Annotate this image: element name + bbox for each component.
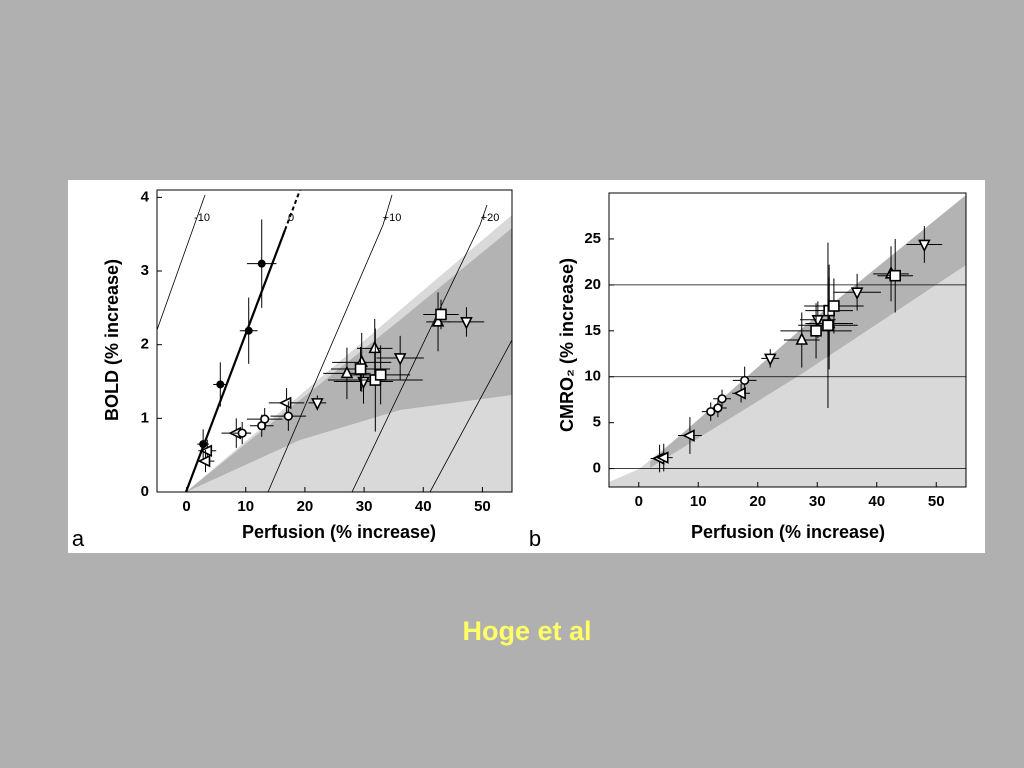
x-tick-label: 0	[182, 498, 190, 515]
dark-region	[186, 228, 512, 492]
isoline	[429, 339, 512, 492]
marker	[740, 375, 750, 386]
marker	[713, 403, 723, 413]
marker	[283, 411, 293, 421]
marker	[435, 308, 447, 321]
marker	[810, 325, 822, 337]
marker	[393, 353, 407, 366]
marker	[199, 444, 213, 458]
x-tick-label: 20	[297, 498, 314, 515]
y-tick-label: 0	[593, 460, 601, 477]
marker	[257, 259, 266, 268]
marker	[655, 451, 669, 464]
isoline	[184, 229, 287, 492]
x-axis-label: Perfusion (% increase)	[691, 522, 885, 542]
panel-label: a	[72, 526, 85, 551]
marker	[311, 398, 324, 411]
caption: Hoge et al	[462, 616, 591, 646]
y-tick-label: 3	[141, 262, 149, 279]
x-tick-label: 30	[356, 498, 373, 515]
marker	[460, 317, 473, 330]
x-tick-label: 10	[237, 498, 254, 515]
x-tick-label: 10	[690, 493, 707, 510]
marker	[354, 363, 367, 375]
marker	[374, 369, 387, 381]
panel-b-shading	[609, 195, 966, 487]
isoline-label: 0	[288, 212, 294, 224]
y-tick-label: 1	[141, 409, 149, 426]
marker	[918, 239, 931, 253]
marker	[199, 440, 208, 449]
x-axis-label: Perfusion (% increase)	[242, 522, 436, 542]
isoline-label: +10	[383, 212, 402, 224]
y-tick-label: 0	[141, 483, 149, 500]
y-tick-label: 25	[584, 230, 601, 247]
panel-a-shading	[157, 190, 512, 492]
isoline	[267, 194, 393, 492]
y-tick-label: 4	[141, 188, 150, 205]
y-tick-label: 15	[584, 322, 601, 339]
isoline-label: +20	[481, 212, 500, 224]
marker	[237, 428, 247, 438]
y-axis-label: CMRO₂ (% increase)	[557, 258, 577, 432]
marker	[822, 319, 834, 332]
marker	[368, 340, 382, 354]
isoline	[284, 190, 301, 231]
light-region	[186, 215, 512, 492]
x-tick-label: 40	[868, 493, 885, 510]
isoline	[351, 204, 488, 492]
marker	[889, 269, 901, 282]
marker	[763, 353, 777, 367]
x-tick-label: 20	[749, 493, 766, 510]
isoline-label: -10	[194, 212, 210, 224]
dark-region	[650, 195, 966, 468]
y-tick-label: 5	[593, 414, 601, 431]
y-tick-label: 2	[141, 336, 149, 353]
marker	[340, 365, 354, 379]
panel-label: b	[529, 526, 541, 551]
marker	[811, 314, 825, 328]
marker	[828, 300, 840, 312]
marker	[717, 394, 727, 404]
x-tick-label: 40	[415, 498, 432, 515]
y-tick-label: 10	[584, 368, 601, 385]
y-axis-label: BOLD (% increase)	[102, 259, 122, 421]
x-tick-label: 0	[635, 493, 643, 510]
marker	[244, 326, 253, 335]
marker	[795, 332, 809, 345]
isoline	[157, 194, 206, 331]
marker	[850, 287, 864, 301]
light-region	[609, 200, 966, 487]
x-tick-label: 30	[809, 493, 826, 510]
x-tick-label: 50	[928, 493, 945, 510]
plot-frame	[608, 192, 967, 488]
marker	[682, 429, 695, 442]
x-tick-label: 50	[474, 498, 491, 515]
marker	[197, 454, 211, 468]
plot-frame	[156, 189, 513, 493]
marker	[260, 414, 270, 424]
marker	[216, 380, 225, 389]
y-tick-label: 20	[584, 276, 601, 293]
